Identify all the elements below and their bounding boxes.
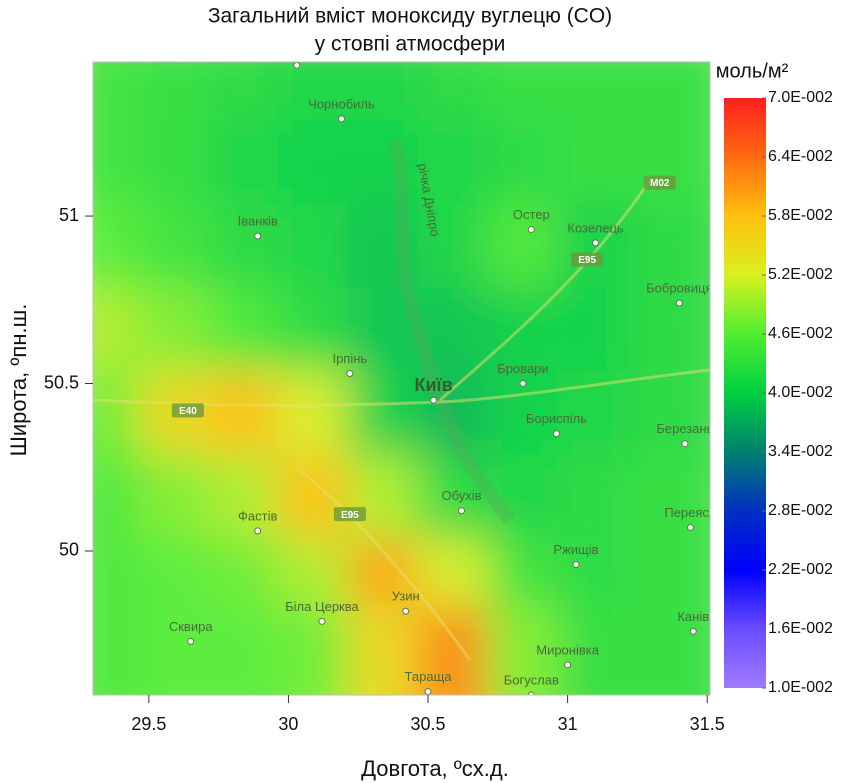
place-label: Сквира [169,619,213,634]
place-marker [564,661,572,669]
colorbar-tick-label: 4.6E-002 [768,325,833,342]
place-label: Іванків [238,214,278,229]
place-label: Чорнобиль [308,96,375,111]
place-marker [337,115,345,123]
road-shield [643,175,676,190]
colorbar-tick-label: 1.0E-002 [768,679,833,696]
colorbar [724,98,766,688]
place-marker [254,232,262,240]
place-label: Остер [513,207,550,222]
y-tick-label: 51 [59,205,79,225]
place-label: Переясл [664,505,716,520]
place-label: Київ [415,375,453,395]
colorbar-tick-label: 4.0E-002 [768,384,833,401]
colorbar-tick-label: 2.2E-002 [768,561,833,578]
road-label: M02 [650,178,670,189]
place-marker [430,396,438,404]
x-tick-label: 30.5 [410,714,445,734]
colorbar-tick-label: 6.4E-002 [768,148,833,165]
y-tick-label: 50 [59,540,79,560]
place-marker [686,524,694,532]
road-label: E95 [341,510,359,521]
road-line [299,179,652,661]
place-label: Тараща [405,669,453,684]
place-marker [187,637,195,645]
place-marker [675,299,683,307]
place-label: Бобровиця [646,281,712,296]
place-label: Березань [656,421,713,436]
colorbar-tick-label: 7.0E-002 [768,89,833,106]
place-label: Ржищів [553,542,598,557]
road-label: E95 [578,255,596,266]
x-tick-label: 31.5 [690,714,725,734]
place-marker [293,62,301,69]
road-shield [571,252,604,267]
heat-cell [626,605,710,695]
place-label: Богуслав [504,672,559,687]
x-tick-label: 30 [278,714,298,734]
place-label: Канів [677,609,709,624]
place-marker [527,225,535,233]
y-tick-label: 50.5 [44,372,79,392]
place-marker [318,617,326,625]
place-label: Узин [392,589,420,604]
x-axis-label: Довгота, ºсх.д. [361,756,509,781]
place-marker [346,369,354,377]
place-label: Бровари [497,361,548,376]
place-label: Козелець [567,220,624,235]
place-label: Ірпінь [332,351,367,366]
place-marker [572,560,580,568]
title-line: у стовпі атмосфери [315,33,506,56]
place-marker [527,691,535,695]
y-axis-label: Широта, ºпн.ш. [6,304,31,457]
place-label: Фастів [238,508,277,523]
road-shield [171,403,204,418]
place-marker [592,239,600,247]
river [388,138,516,525]
title-line: Загальний вміст моноксиду вуглецю (CO) [208,5,612,28]
colorbar-title: моль/м² [716,60,789,82]
place-label: Біла Церква [285,599,359,614]
place-label: Бориспіль [526,411,587,426]
x-tick-label: 31 [558,714,578,734]
x-tick-label: 29.5 [131,714,166,734]
heat-field [93,62,710,695]
place-label: Обухів [441,488,481,503]
place-marker [424,688,432,695]
place-marker [552,430,560,438]
place-marker [519,380,527,388]
place-marker [681,440,689,448]
place-label: Миронівка [536,642,599,657]
colorbar-tick-label: 1.6E-002 [768,620,833,637]
plot-frame [92,61,711,696]
colorbar-tick-label: 5.8E-002 [768,207,833,224]
road-shield [333,507,366,522]
colorbar-tick-label: 2.8E-002 [768,502,833,519]
place-marker [458,507,466,515]
colorbar-tick-label: 3.4E-002 [768,443,833,460]
road-label: E40 [179,406,197,417]
place-marker [254,527,262,535]
place-marker [402,607,410,615]
colorbar-tick-label: 5.2E-002 [768,266,833,283]
place-marker [689,627,697,635]
